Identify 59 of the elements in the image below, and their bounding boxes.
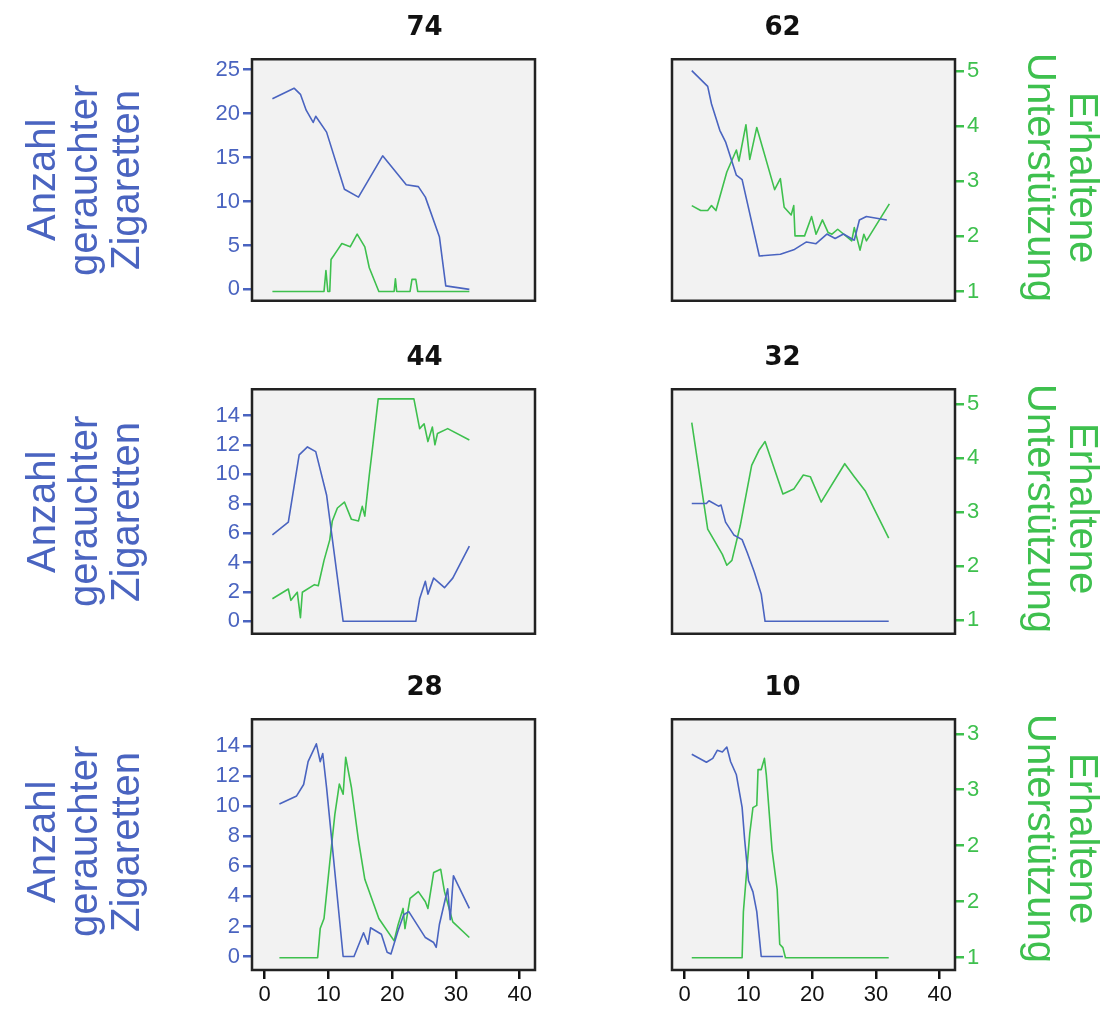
y-tick-label: 8 bbox=[227, 822, 240, 848]
chart-title: 44 bbox=[405, 341, 444, 371]
y-tick-label: 20 bbox=[215, 99, 240, 125]
y2-tick-label: 2 bbox=[967, 222, 980, 248]
y-tick-label: 2 bbox=[227, 912, 240, 938]
y-axis-title: Anzahl gerauchter Zigaretten bbox=[19, 744, 148, 940]
x-tick-label: 40 bbox=[507, 981, 532, 1007]
y-tick-label: 10 bbox=[215, 460, 240, 486]
y2-tick-label: 5 bbox=[967, 57, 980, 83]
x-tick-label: 0 bbox=[258, 981, 271, 1007]
y-tick-label: 10 bbox=[215, 792, 240, 818]
x-tick-label: 20 bbox=[379, 981, 405, 1007]
y2-tick-label: 3 bbox=[967, 167, 980, 193]
y-tick-label: 14 bbox=[215, 732, 240, 758]
y2-axis-title: Erhaltene Unterstützung bbox=[1019, 713, 1106, 966]
y-axis-title: Anzahl gerauchter Zigaretten bbox=[19, 414, 148, 610]
y-axis-title: Anzahl gerauchter Zigaretten bbox=[19, 83, 148, 278]
y2-tick-label: 1 bbox=[967, 943, 980, 969]
y2-tick-label: 1 bbox=[967, 277, 980, 303]
y2-tick-label: 5 bbox=[967, 390, 980, 416]
y2-tick-label: 2 bbox=[967, 552, 980, 578]
chart-title: 32 bbox=[763, 341, 802, 371]
y-tick-label: 6 bbox=[227, 852, 240, 878]
y-tick-label: 0 bbox=[227, 607, 240, 633]
y2-tick-label: 2 bbox=[967, 831, 980, 857]
y-tick-label: 5 bbox=[227, 231, 240, 257]
x-tick-label: 30 bbox=[443, 981, 469, 1007]
x-tick-label: 10 bbox=[316, 981, 341, 1007]
y-tick-label: 8 bbox=[227, 489, 240, 515]
y2-tick-label: 4 bbox=[967, 444, 980, 470]
y2-axis-title: Erhaltene Unterstützung bbox=[1019, 52, 1106, 304]
x-tick-label: 0 bbox=[678, 981, 691, 1007]
y-tick-label: 0 bbox=[227, 942, 240, 968]
y-tick-label: 15 bbox=[215, 143, 240, 169]
x-tick-label: 20 bbox=[799, 981, 825, 1007]
y2-axis-title: Erhaltene Unterstützung bbox=[1019, 383, 1106, 636]
chart-title: 10 bbox=[763, 671, 802, 701]
y-tick-label: 4 bbox=[227, 882, 240, 908]
y-tick-label: 2 bbox=[227, 577, 240, 603]
y-tick-label: 25 bbox=[215, 55, 240, 81]
y-tick-label: 12 bbox=[215, 762, 240, 788]
chart-title: 74 bbox=[405, 11, 444, 41]
y2-tick-label: 3 bbox=[967, 719, 980, 745]
x-tick-label: 40 bbox=[927, 981, 952, 1007]
y-tick-label: 12 bbox=[215, 431, 240, 457]
y2-tick-label: 1 bbox=[967, 606, 980, 632]
y-tick-label: 4 bbox=[227, 548, 240, 574]
y-tick-label: 14 bbox=[215, 401, 240, 427]
y2-tick-label: 3 bbox=[967, 498, 980, 524]
y2-tick-label: 4 bbox=[967, 112, 980, 138]
y-tick-label: 10 bbox=[215, 187, 240, 213]
y2-tick-label: 2 bbox=[967, 887, 980, 913]
x-tick-label: 10 bbox=[736, 981, 761, 1007]
y-tick-label: 6 bbox=[227, 519, 240, 545]
chart-title: 28 bbox=[405, 671, 444, 701]
x-tick-label: 30 bbox=[863, 981, 889, 1007]
y-tick-label: 0 bbox=[227, 275, 240, 301]
chart-title: 62 bbox=[763, 11, 802, 41]
y2-tick-label: 3 bbox=[967, 775, 980, 801]
